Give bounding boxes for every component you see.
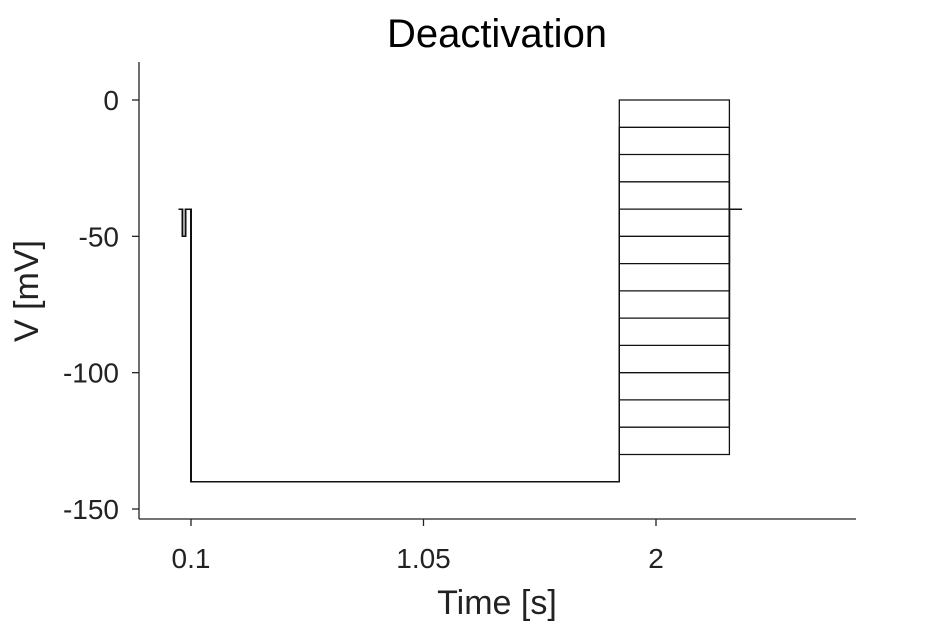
voltage-trace [178,126,742,483]
y-tick-label: -150 [63,494,119,525]
y-tick-label: -100 [63,358,119,389]
voltage-trace [178,208,742,483]
plot-area [178,99,742,483]
y-ticks: 0 -50 -100 -150 [63,85,139,525]
x-tick-label: 1.05 [396,543,451,574]
x-tick-label: 2 [648,543,664,574]
x-axis-label: Time [s] [437,584,557,622]
y-tick-label: 0 [103,85,119,116]
y-tick-label: -50 [79,221,119,252]
voltage-trace [178,181,742,483]
chart-title: Deactivation [387,12,607,56]
x-tick-label: 0.1 [172,543,211,574]
voltage-trace [178,208,742,483]
y-axis-label: V [mV] [8,240,46,342]
x-ticks: 0.1 1.05 2 [172,519,664,574]
